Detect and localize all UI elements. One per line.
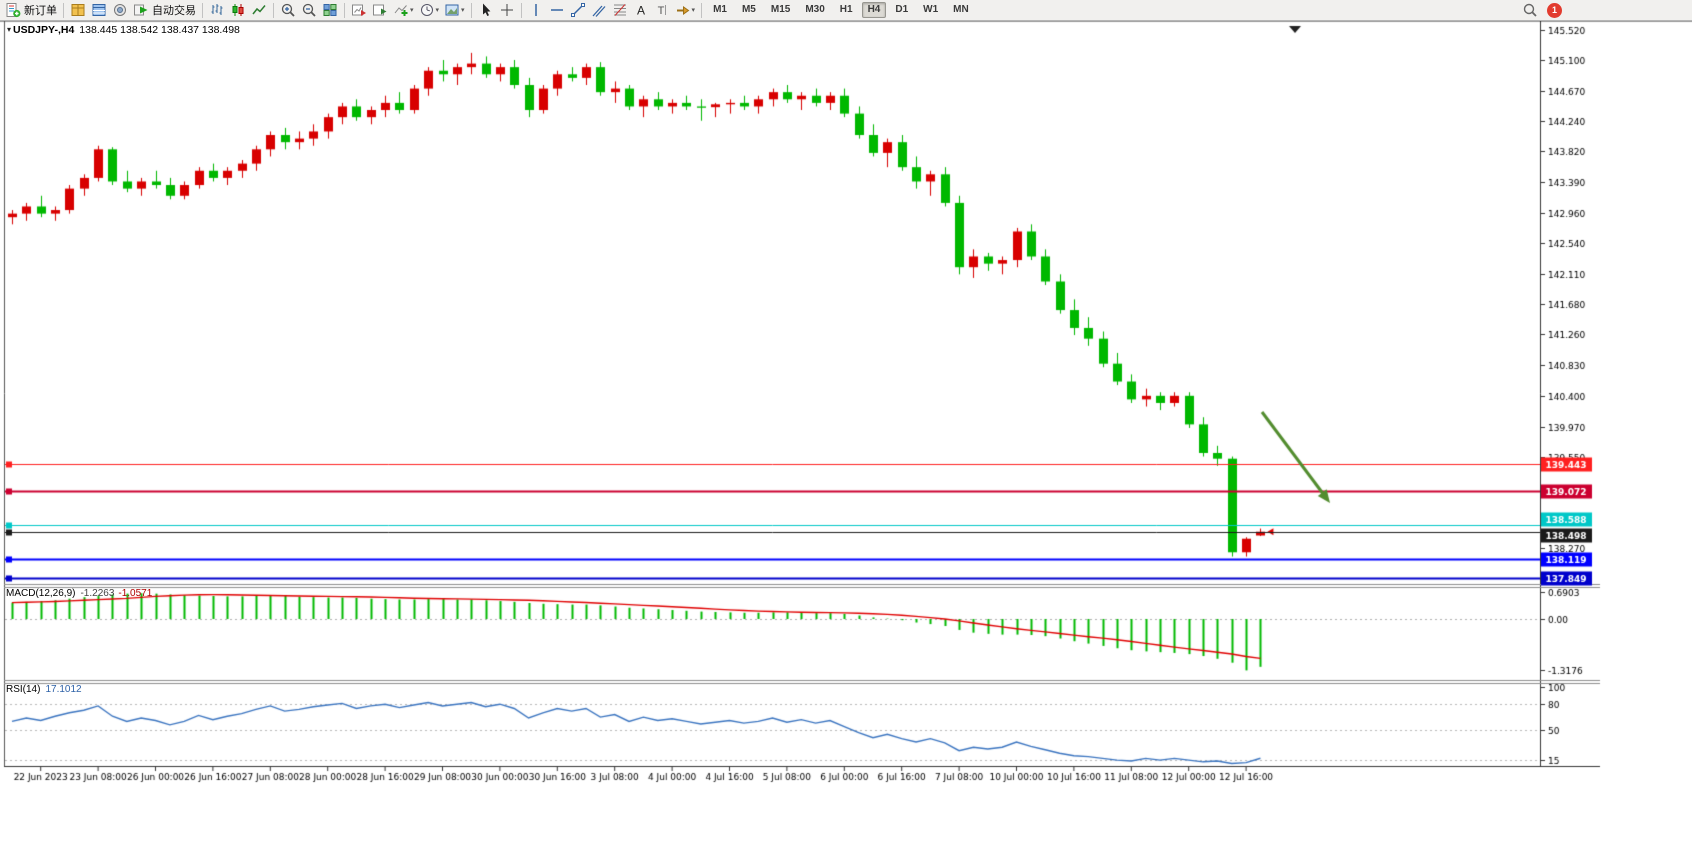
- candlestick-chart-button[interactable]: [228, 1, 248, 20]
- timeframe-button-w1[interactable]: W1: [923, 4, 939, 15]
- channel-button[interactable]: [589, 1, 609, 20]
- toolbar-separator: [63, 2, 64, 18]
- toolbar-separator: [520, 2, 522, 18]
- horizontal-line-button[interactable]: [547, 1, 567, 20]
- new-order-button[interactable]: 新订单: [3, 1, 59, 20]
- label-button[interactable]: T: [652, 1, 672, 20]
- notification-badge[interactable]: 1: [1547, 2, 1562, 18]
- templates-icon: [445, 4, 459, 16]
- timeframe-button-m5[interactable]: M5: [741, 4, 756, 15]
- templates-button[interactable]: ▾: [442, 1, 467, 20]
- shapes-arrow-icon: [676, 6, 689, 15]
- vertical-line-button[interactable]: [526, 1, 546, 20]
- zoom-out-button[interactable]: [299, 1, 319, 20]
- channel-icon: [592, 5, 606, 17]
- zoom-in-icon: [281, 3, 295, 17]
- crosshair-button[interactable]: [497, 1, 517, 20]
- crosshair-icon: [500, 4, 513, 16]
- auto-trading-button[interactable]: 自动交易: [131, 1, 198, 20]
- trendline-button[interactable]: [568, 1, 588, 20]
- vertical-line-icon: [534, 4, 537, 16]
- terminal-button[interactable]: [110, 1, 130, 20]
- shapes-button[interactable]: ▾: [673, 1, 698, 20]
- chart-canvas[interactable]: [0, 21, 1692, 846]
- dropdown-caret: ▾: [691, 6, 696, 14]
- search-button[interactable]: [1520, 1, 1540, 20]
- auto-trading-label: 自动交易: [152, 5, 196, 17]
- timeframe-button-m1[interactable]: M1: [713, 4, 727, 15]
- toolbar-separator: [470, 2, 472, 18]
- indicators-icon: [394, 5, 408, 16]
- dropdown-caret: ▾: [461, 6, 465, 14]
- trendline-icon: [570, 3, 585, 17]
- toolbar-separator: [701, 2, 703, 18]
- fibonacci-icon: [613, 4, 626, 16]
- zoom-in-button[interactable]: [278, 1, 298, 20]
- cursor-button[interactable]: [476, 1, 496, 20]
- label-icon: T: [657, 5, 666, 17]
- toolbar-separator: [344, 2, 345, 18]
- dropdown-caret: ▾: [435, 6, 440, 14]
- bar-chart-icon: [211, 4, 223, 15]
- candlestick-chart-icon: [232, 4, 244, 16]
- market-watch-button[interactable]: [68, 1, 88, 20]
- bar-chart-button[interactable]: [207, 1, 227, 20]
- toolbar: 新订单 自动交易 ▾ ▾: [0, 0, 1692, 21]
- zoom-out-icon: [302, 3, 316, 17]
- chart-shift-icon: [352, 4, 366, 16]
- search-icon: [1523, 3, 1537, 17]
- auto-scroll-icon: [373, 4, 387, 16]
- toolbar-separator: [273, 2, 274, 18]
- timeframe-button-m15[interactable]: M15: [770, 4, 791, 15]
- timeframe-button-d1[interactable]: D1: [895, 4, 909, 15]
- line-chart-icon: [252, 5, 266, 15]
- chart-area: ▾ USDJPY-,H4 138.445 138.542 138.437 138.4…: [0, 21, 1692, 846]
- terminal-icon: [114, 4, 126, 16]
- periods-clock-icon: [420, 4, 433, 16]
- timeframe-button-m30[interactable]: M30: [805, 4, 825, 15]
- horizontal-line-icon: [550, 9, 563, 11]
- timeframe-button-h4[interactable]: H4: [861, 2, 887, 18]
- auto-trading-icon: [134, 4, 148, 16]
- dropdown-caret: ▾: [410, 6, 414, 14]
- new-order-icon: [6, 3, 21, 18]
- tile-windows-button[interactable]: [320, 1, 340, 20]
- line-chart-button[interactable]: [249, 1, 269, 20]
- timeframe-button-h1[interactable]: H1: [839, 4, 853, 15]
- text-icon: A: [637, 4, 645, 18]
- indicators-button[interactable]: ▾: [391, 1, 416, 20]
- market-watch-icon: [71, 4, 85, 16]
- data-window-button[interactable]: [89, 1, 109, 20]
- data-window-icon: [92, 4, 106, 16]
- timeframe-button-mn[interactable]: MN: [953, 4, 969, 15]
- periods-button[interactable]: ▾: [417, 1, 442, 20]
- svg-text:A: A: [637, 4, 645, 18]
- cursor-icon: [482, 3, 490, 16]
- auto-scroll-button[interactable]: [370, 1, 390, 20]
- svg-text:T: T: [657, 5, 664, 17]
- tile-windows-icon: [323, 4, 337, 16]
- fibonacci-button[interactable]: [610, 1, 630, 20]
- toolbar-separator: [202, 2, 203, 18]
- new-order-label: 新订单: [24, 5, 57, 17]
- text-button[interactable]: A: [631, 1, 651, 20]
- chart-shift-button[interactable]: [349, 1, 369, 20]
